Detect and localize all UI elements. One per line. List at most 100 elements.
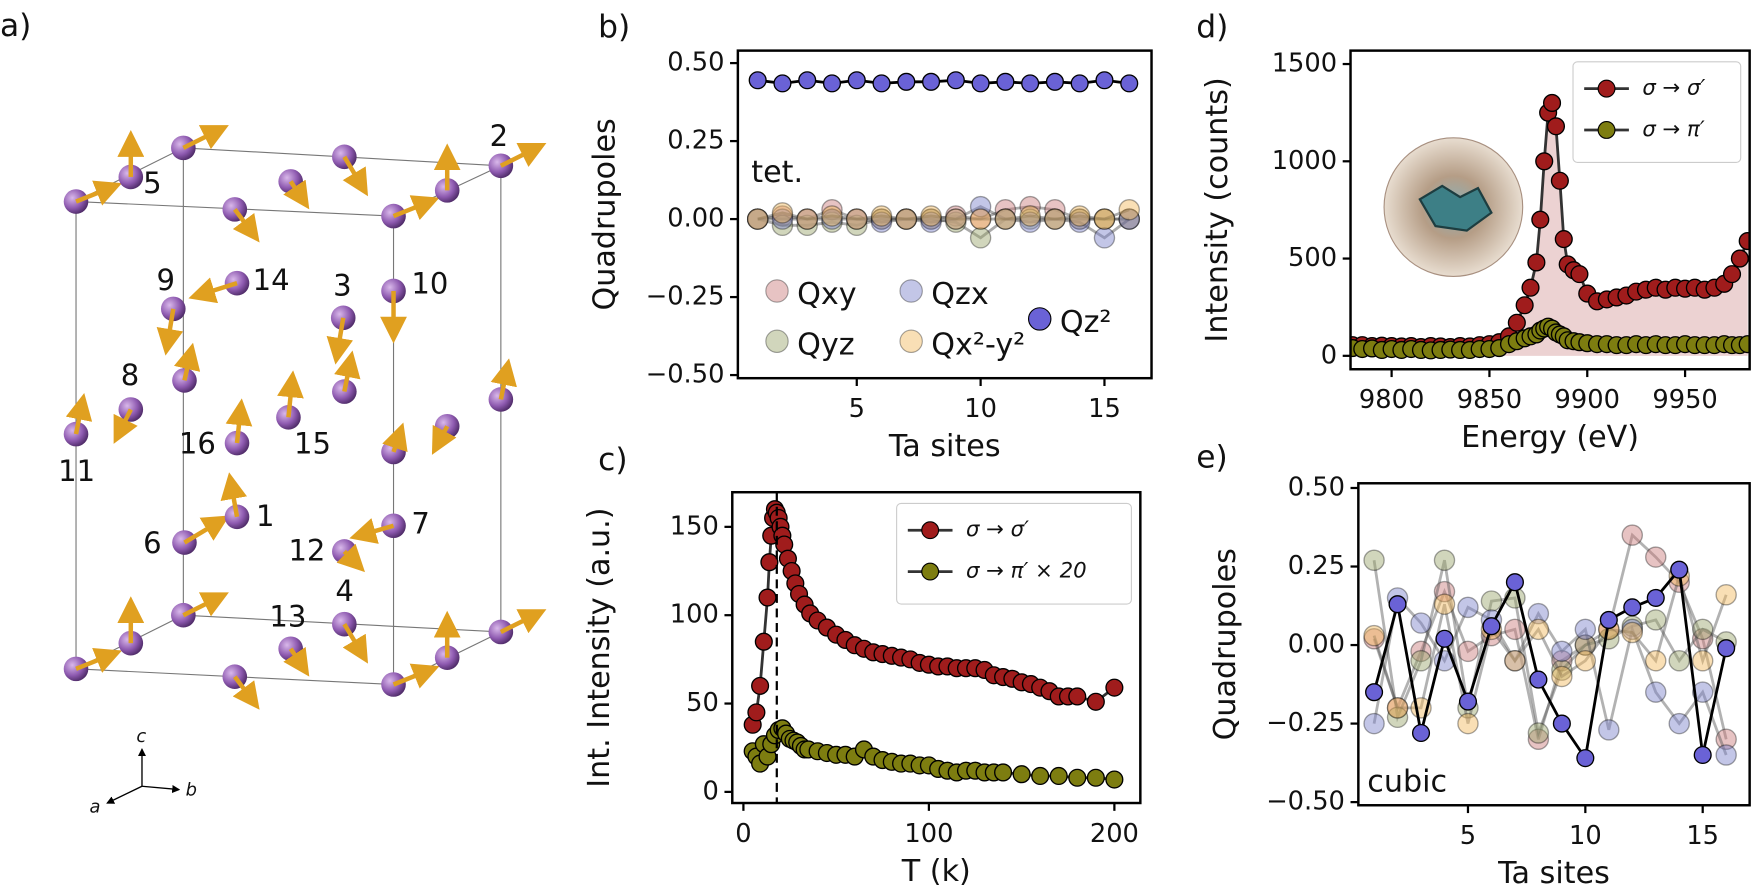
y-tick-label: 0 — [703, 776, 719, 806]
marker — [1044, 208, 1066, 230]
marker — [895, 208, 918, 230]
marker — [771, 205, 794, 227]
marker — [1457, 596, 1479, 619]
plot-area — [743, 492, 1124, 804]
marker — [1504, 650, 1526, 672]
marker — [996, 72, 1015, 91]
moment-arrow — [113, 408, 138, 444]
marker — [1386, 697, 1409, 719]
marker — [1411, 723, 1431, 743]
marker — [1093, 208, 1116, 230]
marker — [1045, 72, 1064, 91]
legend-label: Qxy — [797, 277, 856, 312]
moment-arrow — [65, 392, 93, 435]
crystal-structure: a) 1 2 3 4 5 6 7 8 9 10 11 12 13 14 15 1… — [0, 8, 547, 817]
axis-name: b — [186, 780, 197, 801]
marker — [1670, 560, 1689, 579]
marker — [1535, 152, 1554, 171]
y-axis-label: Intensity (counts) — [1200, 77, 1235, 342]
legend-label: σ → π′ × 20 — [966, 559, 1087, 584]
marker — [1554, 230, 1573, 249]
x-tick-label: 100 — [904, 819, 953, 849]
moment-arrow — [225, 398, 253, 444]
marker — [1646, 588, 1665, 607]
marker — [1715, 744, 1737, 766]
marker — [1458, 692, 1478, 711]
axes-triad — [106, 748, 181, 804]
marker — [1645, 681, 1667, 703]
marker — [870, 208, 893, 230]
marker — [994, 208, 1017, 230]
moment-arrow — [499, 142, 547, 168]
marker — [1527, 253, 1546, 272]
marker — [1410, 640, 1432, 663]
marker — [796, 214, 818, 237]
moment-arrow — [431, 424, 457, 455]
marker — [920, 208, 942, 230]
marker — [1552, 714, 1571, 733]
legend-label: Qz² — [1060, 305, 1112, 340]
marker — [1068, 768, 1087, 787]
marker — [1433, 593, 1456, 615]
marker — [1527, 602, 1550, 625]
series-line — [757, 208, 1130, 221]
y-axis-label: Int. Intensity (a.u.) — [582, 507, 617, 787]
y-tick-label: −0.25 — [1266, 708, 1345, 738]
legend-marker — [1597, 79, 1616, 98]
marker — [796, 208, 818, 230]
marker — [945, 208, 967, 230]
marker — [1531, 210, 1550, 229]
moment-arrow — [183, 515, 230, 545]
marker — [1542, 93, 1562, 112]
atom — [171, 602, 196, 628]
plot-area — [1350, 93, 1750, 360]
marker — [1621, 524, 1644, 546]
panel-label: d) — [1196, 9, 1228, 45]
moment-arrow — [382, 422, 408, 453]
marker — [1120, 74, 1139, 93]
marker — [1019, 195, 1041, 218]
y-axis-label: Quadrupoles — [1208, 548, 1243, 740]
y-tick-label: 500 — [1288, 243, 1337, 273]
marker — [945, 208, 967, 230]
atom — [160, 296, 186, 322]
frame — [736, 49, 1153, 380]
marker — [751, 676, 770, 695]
moment-arrow — [232, 675, 260, 710]
x-tick-label: 5 — [1460, 821, 1476, 851]
marker — [1551, 640, 1573, 663]
marker — [1645, 546, 1667, 568]
moment-arrow — [490, 358, 517, 400]
site-label: 14 — [253, 263, 290, 297]
marker — [1363, 628, 1385, 650]
moment-arrow — [392, 663, 440, 689]
x-tick-label: 9950 — [1652, 385, 1717, 415]
marker — [746, 208, 769, 230]
legend-marker — [921, 521, 940, 540]
moment-arrow — [499, 609, 547, 634]
marker — [1505, 573, 1524, 592]
marker — [846, 208, 868, 230]
moment-arrow — [174, 342, 201, 381]
marker — [1386, 697, 1409, 719]
legend-marker — [921, 562, 940, 581]
panel-label: b) — [598, 9, 630, 45]
marker — [1105, 678, 1124, 697]
marker — [1386, 706, 1409, 729]
moment-arrow — [182, 125, 229, 150]
annotation: cubic — [1367, 764, 1447, 799]
x-tick-label: 5 — [849, 394, 865, 424]
marker — [1480, 590, 1503, 612]
marker — [1031, 766, 1050, 786]
marker — [746, 208, 769, 230]
marker — [1019, 211, 1041, 233]
marker — [1551, 665, 1573, 688]
legend-label: σ → π′ — [1642, 117, 1705, 142]
frame — [731, 490, 1142, 805]
legend-label: σ → σ′ — [1642, 76, 1705, 101]
marker — [994, 208, 1017, 230]
marker — [1086, 768, 1105, 787]
marker — [1070, 74, 1089, 93]
marker — [870, 205, 893, 227]
marker — [1118, 208, 1140, 230]
